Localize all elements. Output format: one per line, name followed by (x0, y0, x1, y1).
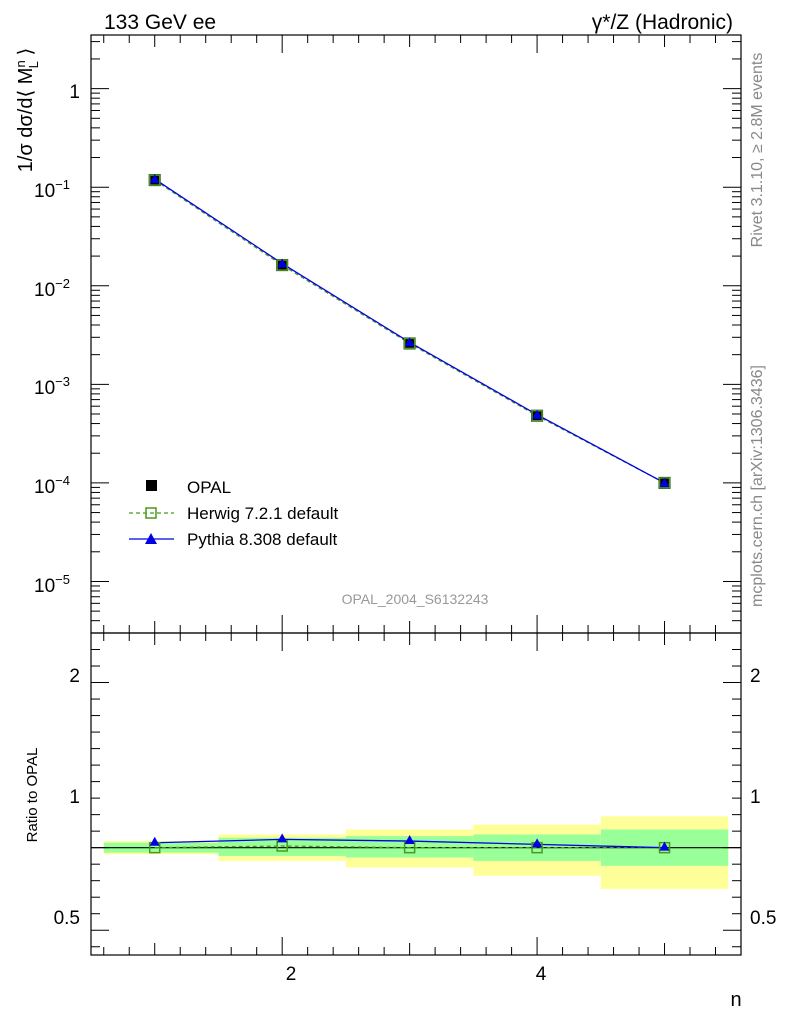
ratio-pythia-point (149, 836, 160, 846)
ratio-ytick-right-05: 0.5 (750, 908, 776, 929)
legend-label-pythia: Pythia 8.308 default (187, 530, 338, 549)
ytick-label-1e-1: 10−1 (34, 177, 70, 202)
ratio-xlabel: n (730, 989, 741, 1011)
legend-label-herwig: Herwig 7.2.1 default (187, 504, 338, 523)
ratio-ytick-right-2: 2 (750, 666, 761, 687)
ytick-exp-1e-3: −3 (55, 374, 70, 389)
ytick-exp-1e-4: −4 (55, 473, 70, 488)
herwig-line (154, 179, 665, 484)
analysis-label: OPAL_2004_S6132243 (342, 591, 489, 607)
ytick-label-1e-2: 10−2 (34, 276, 70, 301)
pythia-point (149, 174, 160, 184)
ratio-ytick-left-1: 1 (69, 787, 80, 808)
ratio-frame (90, 632, 742, 956)
rivet-label: Rivet 3.1.10, ≥ 2.8M events (749, 53, 766, 248)
ratio-band-inner (218, 837, 346, 856)
ratio-x-ticks (103, 633, 717, 955)
main-panel: 1 10−1 10−2 10−3 10−4 10−5 1/σ dσ/d⟨ MnL… (13, 34, 742, 634)
ytick-label-1e-4: 10−4 (34, 473, 70, 498)
header-left: 133 GeV ee (104, 11, 216, 34)
xtick-label-4: 4 (536, 964, 547, 985)
ratio-series (148, 833, 671, 854)
ratio-pythia-point (404, 835, 415, 845)
xtick-label-2: 2 (286, 964, 297, 985)
legend-label-opal: OPAL (187, 478, 231, 497)
pythia-line (154, 178, 665, 484)
legend-marker-herwig (145, 507, 157, 519)
ratio-herwig-line (154, 845, 665, 849)
ratio-pythia-point (277, 833, 288, 843)
legend-marker-opal (146, 480, 157, 491)
legend: OPAL Herwig 7.2.1 default Pythia 8.308 d… (129, 478, 338, 549)
main-ylabel: 1/σ dσ/d⟨ MnL ⟩ (13, 48, 41, 173)
pythia-point (532, 409, 543, 419)
ytick-exp-1e-2: −2 (55, 276, 70, 291)
mcplots-label: mcplots.cern.ch [arXiv:1306.3436] (749, 365, 766, 607)
pythia-point (277, 258, 288, 268)
ratio-pythia-point (532, 838, 543, 848)
ratio-y-tick-labels: 2 1 0.5 2 1 0.5 (54, 666, 777, 929)
main-series (148, 174, 671, 489)
main-y-tick-labels: 1 10−1 10−2 10−3 10−4 10−5 (34, 82, 80, 597)
ratio-ylabel: Ratio to OPAL (24, 748, 41, 843)
ratio-x-tick-labels: 2 4 (286, 964, 547, 985)
ratio-y-ticks (91, 649, 741, 948)
ratio-ytick-left-05: 0.5 (54, 908, 80, 929)
ratio-bands (103, 816, 729, 889)
header-right: γ*/Z (Hadronic) (592, 11, 733, 34)
main-y-ticks (91, 41, 741, 634)
ratio-pythia-point (659, 841, 670, 851)
ratio-ytick-right-1: 1 (750, 787, 761, 808)
main-x-ticks (103, 35, 717, 633)
ratio-panel: 2 1 0.5 2 1 0.5 Ratio to OPAL 2 4 n (24, 632, 777, 1011)
legend-marker-pythia (145, 533, 157, 544)
ytick-exp-1e-1: −1 (55, 177, 70, 192)
pythia-point (659, 477, 670, 487)
pythia-point (404, 337, 415, 347)
ytick-label-1e-5: 10−5 (34, 572, 70, 597)
ytick-exp-1e-5: −5 (55, 572, 70, 587)
ytick-label-1: 1 (69, 82, 80, 103)
ratio-ytick-left-2: 2 (69, 666, 80, 687)
ytick-label-1e-3: 10−3 (34, 374, 70, 399)
